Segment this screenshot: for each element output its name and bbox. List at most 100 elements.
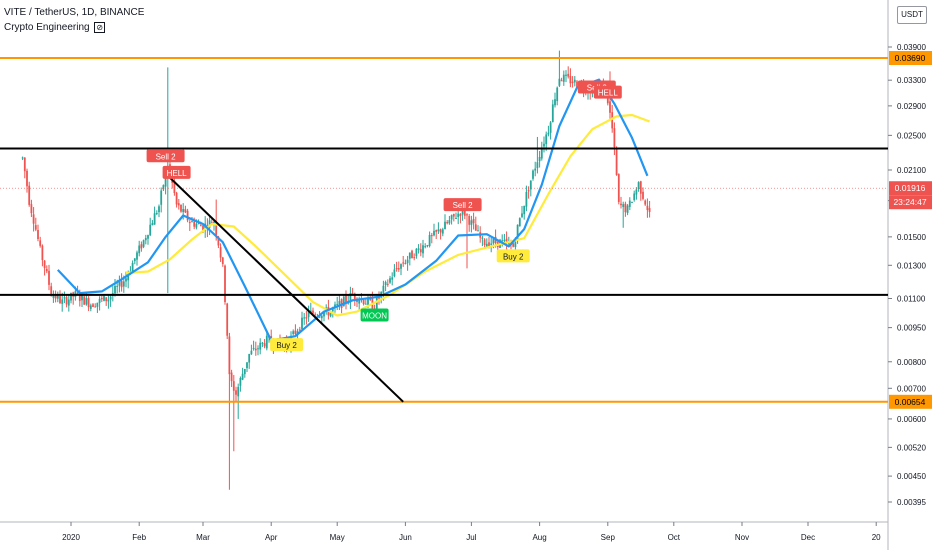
candle-body (246, 362, 248, 369)
candle-body (153, 213, 156, 225)
candle-body (466, 214, 468, 216)
candle-body (393, 269, 396, 277)
candle-body (631, 201, 633, 203)
candle-body (364, 303, 367, 305)
candle-body (314, 314, 317, 316)
candle-body (147, 235, 149, 239)
candle-body (338, 301, 341, 305)
candle-body (450, 215, 453, 220)
candle-body (545, 134, 548, 145)
candle-body (87, 298, 90, 308)
candle-body (569, 75, 572, 84)
candle-body (173, 181, 176, 194)
candle-body (512, 243, 515, 247)
candle-body (446, 222, 449, 224)
candle-body (576, 81, 578, 88)
candle-body (613, 128, 616, 148)
candle-body (125, 278, 127, 282)
candle-body (23, 157, 26, 172)
x-tick-label: Dec (801, 533, 815, 542)
candle-body (107, 299, 110, 302)
x-tick-label: Jul (466, 533, 476, 542)
price-axis-label-bg (889, 181, 932, 196)
candle-body (331, 308, 334, 312)
candle-body (160, 190, 163, 205)
candle-body (488, 242, 490, 247)
candle-body (637, 182, 640, 190)
candle-body (342, 296, 345, 307)
price-axis-label-bg (889, 50, 932, 65)
candle-body (415, 248, 418, 257)
eye-off-icon[interactable]: ⊘ (94, 22, 106, 33)
candle-body (538, 157, 541, 162)
x-tick-label: Sep (601, 533, 616, 542)
candle-body (56, 295, 59, 299)
candle-body (76, 292, 79, 294)
candle-body (122, 281, 125, 287)
candle-body (265, 335, 268, 349)
candle-body (202, 225, 204, 231)
candle-body (408, 252, 411, 259)
candle-body (527, 190, 530, 192)
candle-body (301, 317, 303, 330)
candle-body (422, 245, 424, 254)
candle-body (294, 330, 297, 334)
signal-label: Buy 2 (276, 341, 297, 350)
candle-body (551, 104, 554, 122)
y-tick-label: 0.03300 (897, 76, 926, 85)
candle-body (199, 225, 202, 227)
countdown-label: 23:24:47 (893, 197, 926, 207)
candle-body (243, 368, 246, 375)
y-tick-label: 0.00450 (897, 472, 926, 481)
candle-body (505, 238, 508, 242)
candle-body (188, 222, 191, 224)
y-tick-label: 0.00950 (897, 324, 926, 333)
candle-body (182, 209, 185, 213)
indicator-legend[interactable]: Crypto Engineering ⊘ (4, 22, 106, 33)
candle-body (195, 223, 198, 228)
candle-body (514, 241, 517, 248)
candle-body (34, 225, 37, 230)
candle-body (32, 214, 35, 224)
candle-body (136, 252, 138, 260)
candle-body (413, 257, 416, 259)
candle-body (296, 331, 299, 335)
candle-body (241, 373, 244, 380)
candle-body (177, 203, 180, 206)
candle-body (155, 213, 158, 215)
candle-body (624, 203, 627, 213)
candle-body (534, 168, 537, 171)
candle-body (648, 208, 651, 212)
candle-body (404, 263, 407, 265)
candle-body (463, 206, 466, 216)
candle-body (257, 348, 259, 350)
candle-body (470, 220, 473, 225)
signal-label-bg (360, 308, 389, 322)
candle-body (459, 213, 462, 216)
candle-body (140, 244, 143, 249)
y-tick-label: 0.00600 (897, 415, 926, 424)
candle-body (457, 213, 460, 218)
x-tick-label: Nov (735, 533, 749, 542)
candle-body (28, 185, 31, 205)
price-axis-label: 0.01916 (895, 183, 926, 193)
candle-body (180, 204, 182, 212)
candle-body (98, 298, 101, 303)
currency-scale-button[interactable]: USDT (897, 6, 927, 24)
candle-body (318, 316, 321, 318)
y-tick-label: 0.01300 (897, 261, 926, 270)
candle-body (162, 185, 165, 190)
candle-body (21, 157, 24, 159)
candle-body (105, 297, 108, 302)
price-axis-label: 0.03690 (895, 53, 926, 63)
candle-body (472, 218, 475, 224)
candle-body (63, 297, 66, 299)
price-axis-label: 0.00654 (895, 397, 926, 407)
price-axis-label-bg (889, 394, 932, 409)
signal-label-bg (162, 165, 191, 179)
candle-body (433, 230, 435, 236)
candle-body (639, 181, 642, 194)
candle-body (305, 317, 308, 319)
candle-body (85, 298, 88, 305)
